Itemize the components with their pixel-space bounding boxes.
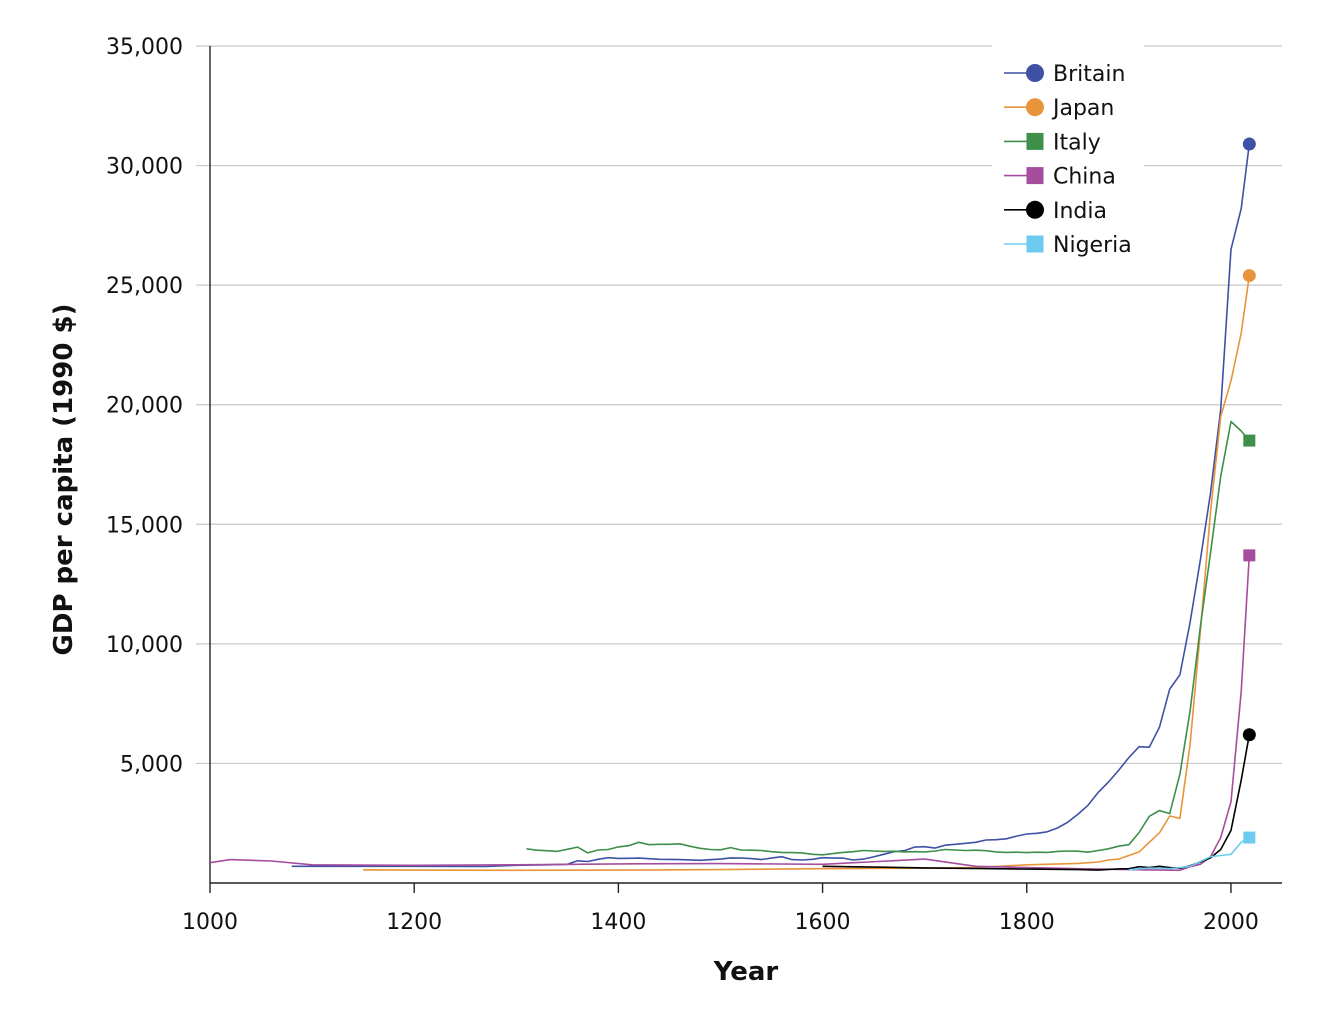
- legend-item-china: China: [1004, 165, 1116, 190]
- legend-marker: [1026, 64, 1044, 82]
- series-line-china: [209, 555, 1251, 872]
- y-axis-title: GDP per capita (1990 $): [49, 304, 79, 656]
- series-nigeria: [1128, 831, 1256, 871]
- legend-item-britain: Britain: [1004, 62, 1125, 87]
- legend-marker: [1026, 98, 1044, 117]
- series-lines: [209, 137, 1256, 872]
- legend-label: Japan: [1051, 96, 1114, 121]
- x-tick-label: 1400: [590, 910, 646, 935]
- legend-marker: [1026, 235, 1044, 253]
- legend-item-japan: Japan: [1004, 96, 1114, 121]
- legend-marker: [1026, 167, 1044, 185]
- y-tick-labels: 5,000 10,000 15,000 20,000 25,000 30,000 35,00…: [106, 35, 183, 777]
- y-tick-label: 35,000: [106, 35, 183, 60]
- legend-marker: [1026, 200, 1044, 219]
- y-tick-label: 20,000: [106, 394, 183, 419]
- series-line-britain: [291, 143, 1251, 868]
- legend-marker: [1026, 132, 1044, 150]
- end-marker-britain: [1242, 137, 1256, 151]
- x-axis-title: Year: [713, 957, 779, 987]
- gridlines: [196, 45, 1282, 765]
- series-line-japan: [363, 275, 1251, 872]
- end-marker-china: [1243, 549, 1256, 562]
- legend-item-india: India: [1004, 199, 1107, 224]
- legend-background: [992, 40, 1144, 262]
- y-tick-label: 5,000: [120, 752, 183, 777]
- y-tick-label: 25,000: [106, 274, 183, 299]
- legend-label: China: [1053, 165, 1116, 190]
- legend-label: Nigeria: [1053, 233, 1132, 258]
- x-tick-label: 1000: [182, 910, 238, 935]
- y-tick-label: 15,000: [106, 513, 183, 538]
- series-japan: [363, 269, 1256, 872]
- series-line-nigeria: [1128, 836, 1250, 871]
- legend-label: Italy: [1053, 130, 1101, 155]
- legend-label: Britain: [1053, 62, 1125, 87]
- series-britain: [291, 137, 1256, 868]
- x-tick-label: 1800: [999, 910, 1055, 935]
- y-tick-label: 30,000: [106, 155, 183, 180]
- x-tick-label: 1600: [795, 910, 851, 935]
- x-tick-label: 1200: [386, 910, 442, 935]
- axes: [209, 46, 1282, 884]
- series-italy: [526, 420, 1256, 856]
- series-line-india: [822, 734, 1251, 871]
- x-tick-labels: 1000 1200 1400 1600 1800 2000: [182, 883, 1259, 935]
- end-marker-japan: [1242, 269, 1256, 283]
- x-tick-label: 2000: [1203, 910, 1259, 935]
- legend: Britain Japan Italy China India Nigeria: [992, 40, 1144, 262]
- end-marker-italy: [1243, 434, 1256, 447]
- legend-item-nigeria: Nigeria: [1004, 233, 1132, 258]
- end-marker-india: [1242, 728, 1256, 742]
- y-tick-label: 10,000: [106, 633, 183, 658]
- series-india: [822, 728, 1256, 871]
- series-china: [209, 549, 1256, 872]
- series-line-italy: [526, 420, 1250, 856]
- end-marker-nigeria: [1243, 831, 1256, 844]
- legend-label: India: [1053, 199, 1107, 224]
- legend-item-italy: Italy: [1004, 130, 1101, 155]
